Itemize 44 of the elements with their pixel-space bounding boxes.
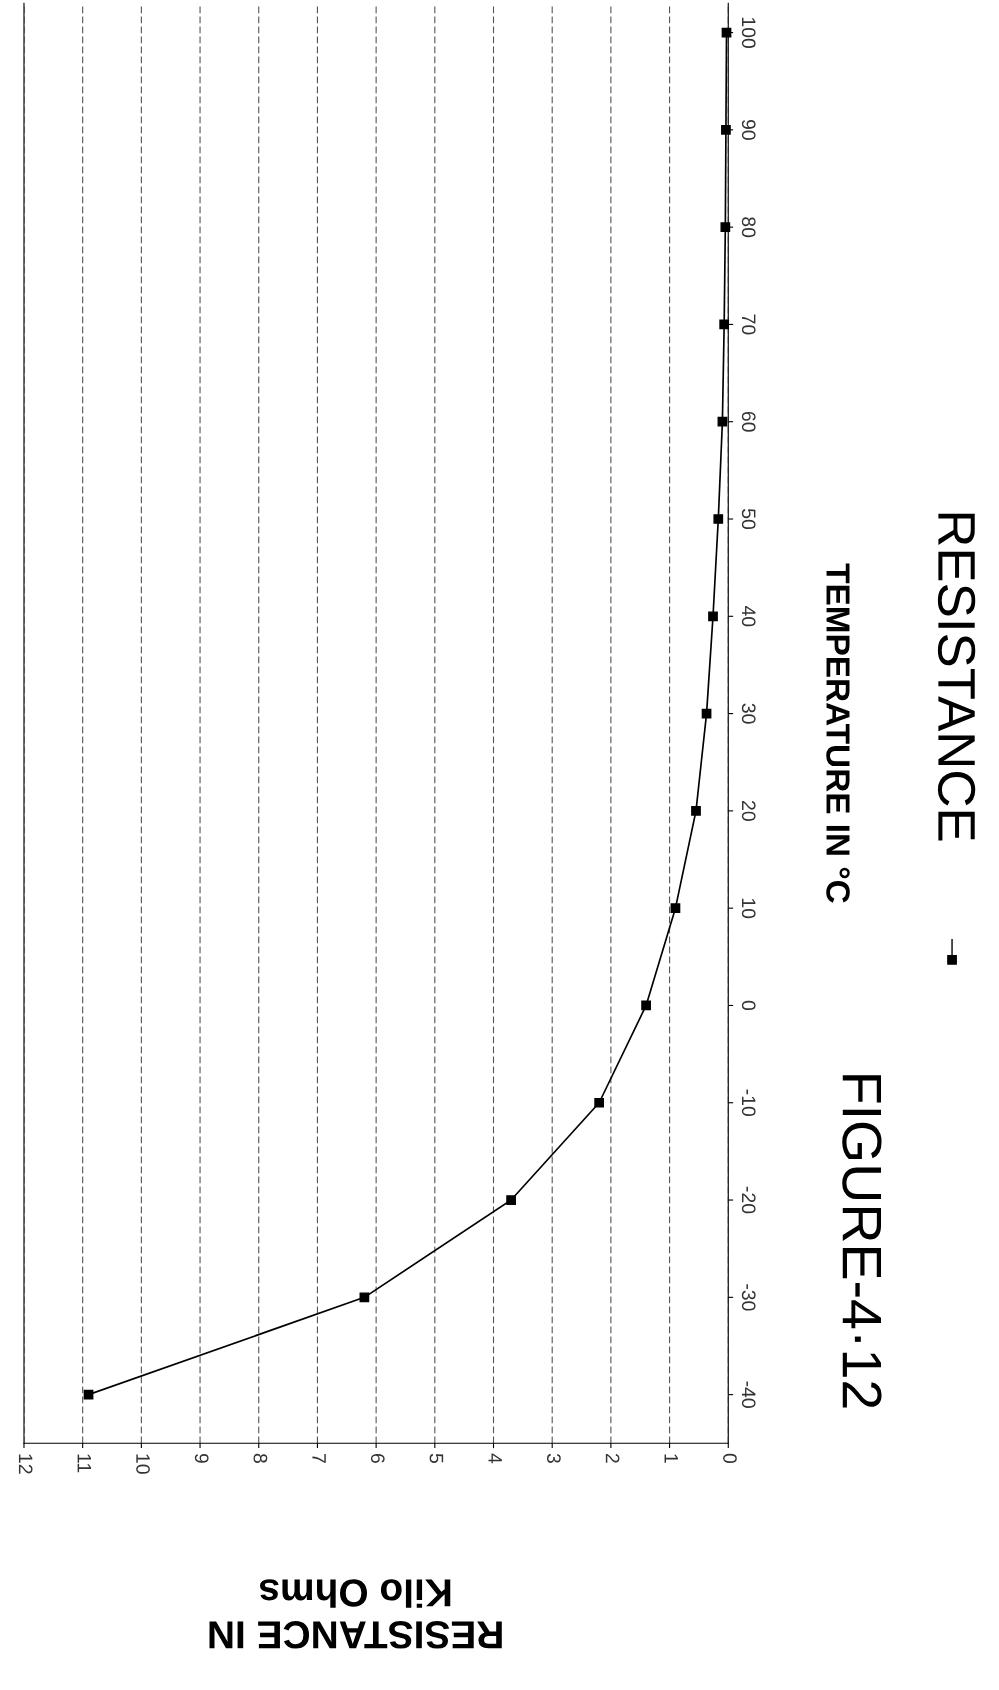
y-tick-label: 40 (741, 605, 756, 627)
point (359, 1292, 370, 1303)
y-tick-label: 60 (741, 411, 756, 432)
point (708, 611, 718, 622)
y-tick-label: 20 (741, 801, 756, 821)
y-tick-label: 100 (741, 17, 756, 49)
x-tick-label: 5 (429, 1453, 444, 1463)
point (721, 124, 731, 135)
y-tick-label: 90 (741, 119, 756, 140)
y-tick-label: 80 (741, 217, 756, 238)
point (713, 514, 724, 524)
x-tick-label: 7 (312, 1453, 326, 1463)
point (717, 416, 728, 427)
x-tick-label: 12 (18, 1454, 33, 1474)
point (641, 1000, 651, 1011)
x-tick-label: 10 (136, 1454, 150, 1474)
x-axis-title: RESISTANCE IN Kilo Ohms (209, 1579, 502, 1649)
y-tick-label: 10 (741, 898, 756, 919)
y-tick-label: 50 (741, 508, 756, 530)
y-tick-label: 70 (741, 314, 756, 335)
point (670, 903, 681, 914)
y-tick-label: 0 (741, 1000, 756, 1011)
y-tick-label: 30 (741, 703, 756, 724)
y-tick-label: -40 (741, 1381, 756, 1408)
point (720, 222, 731, 233)
y-tick-label: -30 (741, 1284, 756, 1311)
x-tick-label: 3 (546, 1453, 561, 1463)
x-tick-label: 11 (77, 1454, 92, 1473)
text: RESISTANCE (937, 513, 976, 841)
point (691, 806, 701, 816)
text: FIGURE-4·12 (842, 1075, 882, 1408)
x-tick-label: 6 (370, 1453, 385, 1463)
point (506, 1195, 516, 1205)
y-tick-label: -10 (741, 1089, 756, 1117)
point (719, 319, 730, 330)
x-tick-label: 1 (664, 1454, 678, 1463)
x-tick-label: 2 (605, 1453, 620, 1463)
x-tick-label: 4 (488, 1453, 502, 1464)
x-tick-label: 9 (194, 1453, 209, 1463)
y-tick-label: -20 (741, 1186, 756, 1214)
x-tick-label: 0 (723, 1453, 737, 1464)
x-tick-label: 8 (253, 1453, 268, 1463)
y-axis-title: TEMPERATURE IN °C (826, 563, 850, 903)
point (594, 1097, 605, 1108)
